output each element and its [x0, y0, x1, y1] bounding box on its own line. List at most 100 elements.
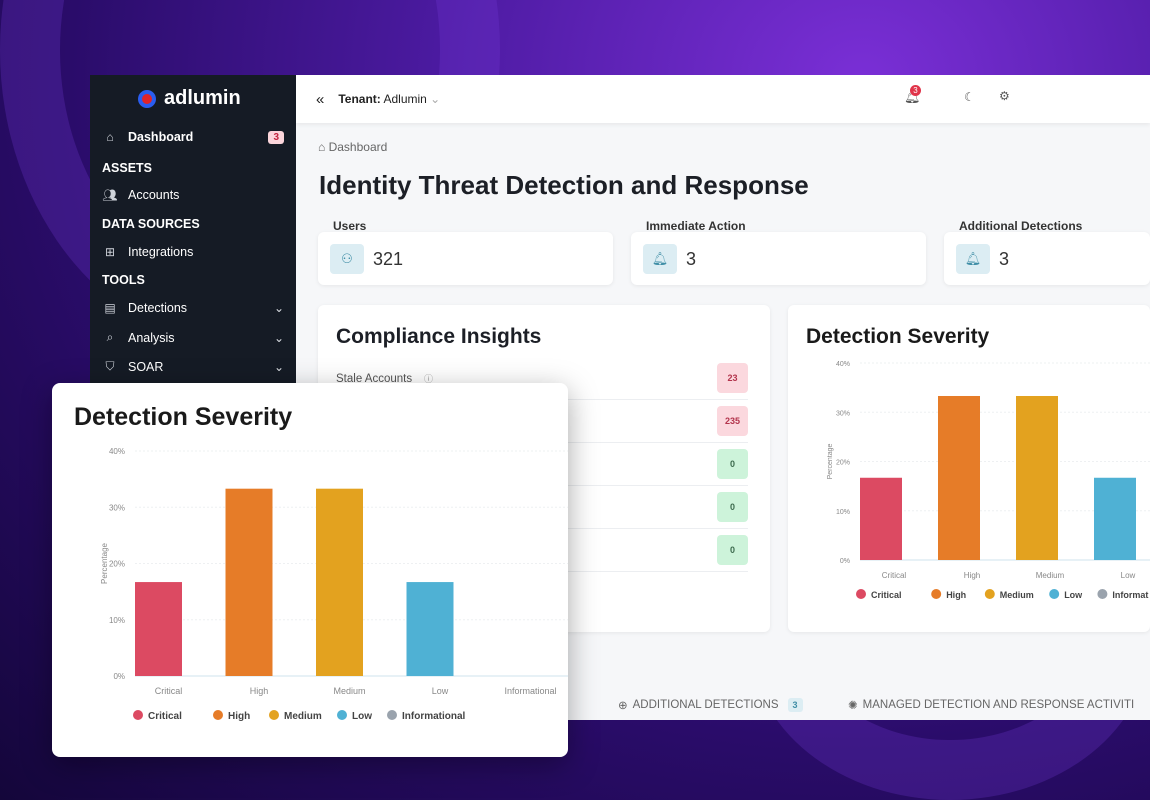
y-tick-label: 20% [836, 460, 850, 467]
section-tools: TOOLS [102, 273, 145, 287]
stat-card-users[interactable]: ⚇ 321 [318, 232, 613, 285]
x-tick-label: Critical [882, 571, 907, 580]
section-data-sources: DATA SOURCES [102, 217, 200, 231]
detection-severity-chart: 0% 10% 20% 30% 40% Percentage Critical High Medi… [100, 447, 568, 722]
legend-marker [133, 710, 143, 720]
stat-label: Immediate Action [646, 219, 746, 233]
sidebar-item-integrations[interactable]: ⊞ Integrations [102, 245, 284, 259]
tab-mdr-activities[interactable]: ✺ MANAGED DETECTION AND RESPONSE ACTIVITI [848, 698, 1134, 712]
compliance-badge: 235 [717, 406, 748, 436]
notifications-button[interactable]: 🔔︎ 3 [904, 85, 921, 104]
gear-icon[interactable]: ⚙ [999, 89, 1010, 103]
x-tick-label: Critical [155, 686, 183, 696]
y-tick-label: 20% [109, 560, 125, 569]
y-tick-label: 10% [836, 509, 850, 516]
legend-item: Low [352, 711, 372, 722]
bar-high [225, 488, 273, 676]
legend-marker [984, 589, 995, 599]
legend-item: Low [1064, 590, 1083, 600]
sidebar-item-label: SOAR [128, 359, 164, 374]
legend-marker [1049, 589, 1060, 599]
stat-value: 321 [373, 249, 404, 269]
chart-title: Detection Severity [806, 325, 990, 348]
y-tick-label: 10% [109, 616, 125, 625]
chevron-down-icon: ⌄ [430, 92, 441, 106]
sidebar-item-accounts[interactable]: 👥︎ Accounts [102, 188, 284, 202]
legend-item: Medium [1000, 590, 1034, 600]
tab-badge: 3 [787, 698, 803, 712]
legend-marker [387, 710, 397, 720]
legend-item: High [228, 711, 250, 722]
users-icon: 👥︎ [102, 188, 118, 202]
bar-critical [135, 582, 182, 676]
search-plus-icon: ⊕ [618, 700, 628, 712]
legend-marker [1097, 589, 1108, 599]
legend-item: Critical [871, 590, 902, 600]
legend-marker [856, 589, 866, 599]
file-icon: ▤ [104, 301, 116, 315]
compliance-label: Stale Accounts [336, 373, 413, 385]
compliance-title: Compliance Insights [336, 325, 542, 348]
legend-marker [269, 710, 279, 720]
stat-value: 3 [999, 249, 1010, 269]
bar-high [938, 395, 980, 560]
y-axis-label: Percentage [100, 542, 109, 583]
compliance-badge: 0 [717, 535, 748, 565]
y-tick-label: 40% [109, 447, 125, 456]
bar-medium [316, 488, 363, 676]
integrations-icon: ⊞ [104, 245, 116, 259]
dashboard-badge: 3 [268, 130, 284, 144]
legend-marker [931, 589, 942, 599]
tab-label: MANAGED DETECTION AND RESPONSE ACTIVITI [862, 699, 1135, 711]
section-assets: ASSETS [102, 161, 153, 175]
bell-icon: 🔔︎ [956, 244, 990, 274]
y-tick-label: 0% [840, 558, 850, 565]
y-tick-label: 30% [836, 410, 850, 417]
home-icon: ⌂ [106, 130, 114, 144]
breadcrumb[interactable]: ⌂ Dashboard [318, 140, 387, 154]
tenant-selector[interactable]: Tenant: Adlumin ⌄ [338, 92, 440, 106]
detection-severity-card: Detection Severity 0% 10% 20% 30% 40% Percent… [788, 305, 1150, 632]
sidebar-item-detections[interactable]: ▤ Detections ⌄ [102, 301, 284, 315]
brand-name: adlumin [164, 87, 241, 109]
page-title: Identity Threat Detection and Response [319, 170, 809, 200]
search-icon: ⌕ [106, 330, 114, 344]
moon-icon[interactable]: ☾ [964, 90, 975, 104]
sidebar-item-analysis[interactable]: ⌕ Analysis ⌄ [102, 330, 284, 345]
tab-label: ADDITIONAL DETECTIONS [632, 699, 779, 711]
sidebar-item-label: Detections [128, 301, 188, 315]
chevron-down-icon: ⌄ [273, 359, 284, 374]
tenant-value: Adlumin [383, 92, 427, 106]
collapse-sidebar-icon[interactable]: « [316, 90, 325, 108]
compliance-badge: 0 [717, 492, 748, 522]
bar-critical [860, 477, 902, 560]
detection-severity-chart: 0% 10% 20% 30% 40% Percentage Critical High Medi… [827, 361, 1150, 600]
logo[interactable]: adlumin [138, 87, 241, 110]
stat-card-immediate-action[interactable]: 🔔︎ 3 [631, 232, 926, 285]
sidebar-item-dashboard[interactable]: ⌂ Dashboard 3 [102, 130, 284, 144]
sidebar-item-soar[interactable]: ⛉ SOAR ⌄ [102, 359, 284, 374]
stat-label: Additional Detections [959, 219, 1083, 233]
stat-value: 3 [686, 249, 697, 269]
sidebar-item-label: Accounts [128, 188, 180, 202]
stat-label: Users [333, 219, 367, 233]
legend-item: Medium [284, 711, 322, 722]
detection-severity-popout-card: Detection Severity 0% 10% 20% 30% 40% Percent… [52, 383, 568, 757]
tab-additional-detections[interactable]: ⊕ ADDITIONAL DETECTIONS 3 [618, 698, 803, 712]
top-header: « Tenant: Adlumin ⌄ 🔔︎ 3 ☾ ⚙ [296, 75, 1150, 123]
legend-marker [337, 710, 347, 720]
sidebar-item-label: Dashboard [128, 130, 194, 144]
logo-icon [138, 89, 156, 108]
y-axis-label: Percentage [827, 443, 834, 479]
legend-item: Critical [148, 711, 182, 722]
sidebar-item-label: Analysis [128, 330, 175, 345]
compliance-badge: 0 [717, 449, 748, 479]
sidebar-item-label: Integrations [128, 245, 194, 259]
bell-icon: 🔔︎ [643, 244, 677, 274]
breadcrumb-item: Dashboard [328, 140, 388, 154]
stat-card-additional-detections[interactable]: 🔔︎ 3 [944, 232, 1150, 285]
chart-title: Detection Severity [74, 403, 293, 431]
legend-marker [213, 710, 223, 720]
x-tick-label: Low [432, 686, 449, 696]
x-tick-label: High [250, 686, 269, 696]
